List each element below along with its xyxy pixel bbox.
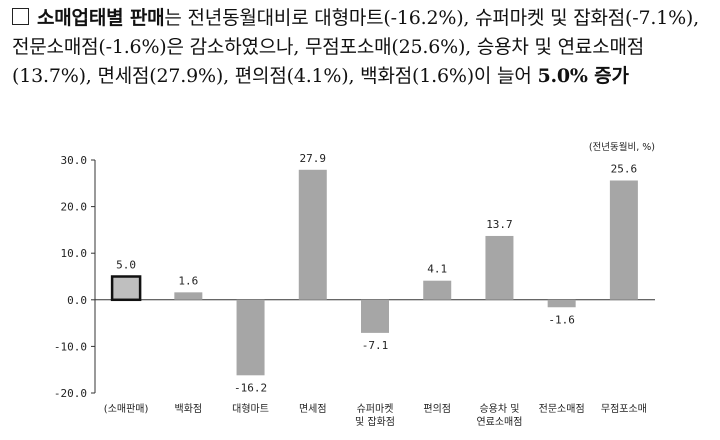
x-category-label: 면세점 bbox=[299, 403, 327, 415]
headline-text: 는 전년동월대비로 대형마트(-16.2%), 슈퍼마켓 및 잡화점(-7.1%… bbox=[12, 7, 699, 87]
bar bbox=[423, 280, 452, 300]
x-category-label: 무점포소매 bbox=[601, 403, 647, 415]
x-category-label: 연료소매점 bbox=[476, 416, 522, 428]
x-category-label: 승용차 및 bbox=[479, 403, 519, 415]
bar bbox=[485, 235, 514, 300]
y-tick-label: 10.0 bbox=[61, 247, 88, 260]
x-category-label: 편의점 bbox=[423, 403, 451, 415]
x-category-label: 백화점 bbox=[175, 403, 203, 415]
x-category-label: 전문소매점 bbox=[539, 403, 585, 415]
y-tick-label: 0.0 bbox=[67, 294, 87, 307]
data-label: 27.9 bbox=[300, 152, 327, 165]
bar bbox=[547, 299, 576, 308]
data-label: -1.6 bbox=[548, 313, 575, 326]
data-label: 25.6 bbox=[611, 163, 638, 176]
data-label: 5.0 bbox=[116, 259, 136, 272]
bar bbox=[174, 292, 203, 300]
x-category-label: 슈퍼마켓 bbox=[357, 403, 394, 415]
x-category-label: 대형마트 bbox=[232, 403, 269, 415]
y-tick-label: 30.0 bbox=[61, 154, 88, 167]
data-label: -7.1 bbox=[362, 339, 389, 352]
bar bbox=[609, 180, 638, 300]
data-label: 13.7 bbox=[486, 218, 513, 231]
headline: 소매업태별 판매는 전년동월대비로 대형마트(-16.2%), 슈퍼마켓 및 잡… bbox=[12, 4, 712, 91]
data-label: -16.2 bbox=[234, 381, 267, 394]
headline-title: 소매업태별 판매 bbox=[37, 7, 165, 29]
bar bbox=[110, 275, 142, 302]
x-category-label: (소매판매) bbox=[104, 403, 149, 415]
bar bbox=[236, 299, 265, 376]
checkbox-square-icon bbox=[12, 8, 29, 25]
y-tick-label: -20.0 bbox=[54, 387, 87, 400]
bar bbox=[298, 169, 327, 300]
unit-note: (전년동월비, %) bbox=[589, 141, 655, 153]
x-category-label: 및 잡화점 bbox=[355, 416, 395, 428]
data-label: 4.1 bbox=[427, 263, 447, 276]
y-tick-label: -10.0 bbox=[54, 340, 87, 353]
bar bbox=[361, 299, 389, 333]
headline-highlight: 5.0% 증가 bbox=[537, 65, 629, 87]
data-label: 1.6 bbox=[178, 274, 198, 287]
y-tick-label: 20.0 bbox=[61, 201, 88, 214]
